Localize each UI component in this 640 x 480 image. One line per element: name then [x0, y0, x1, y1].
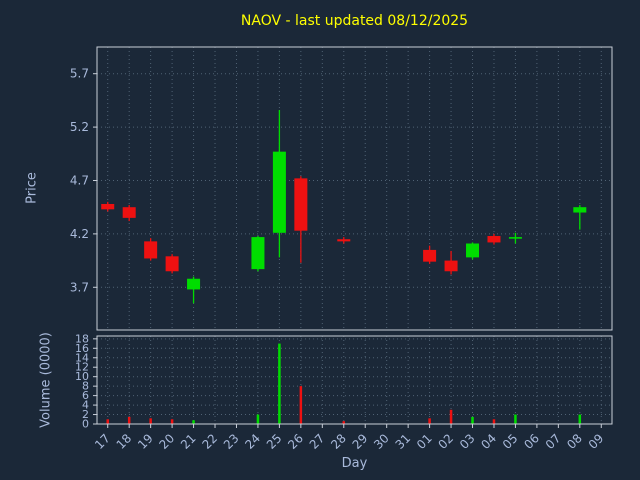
x-tick-label: 09: [586, 431, 607, 452]
x-tick-label: 23: [221, 431, 242, 452]
x-tick-label: 22: [199, 431, 220, 452]
volume-bar-21: [192, 420, 195, 424]
volume-bar-20: [170, 419, 174, 424]
candle-body-05: [508, 237, 522, 239]
volume-panel-frame: [96, 335, 613, 425]
volume-tick-label: 16: [75, 342, 89, 355]
price-tick-label: 4.7: [70, 173, 89, 187]
x-tick-label: 02: [435, 431, 456, 452]
volume-bar-24: [256, 414, 260, 424]
x-tick-label: 20: [157, 431, 178, 452]
x-tick-label: 24: [242, 431, 263, 452]
candle-body-08: [573, 207, 587, 213]
candle-body-25: [272, 151, 286, 233]
x-tick-label: 03: [457, 431, 478, 452]
volume-bar-08: [578, 414, 582, 424]
x-tick-label: 04: [478, 431, 499, 452]
x-tick-label: 01: [414, 431, 435, 452]
candle-body-26: [294, 178, 308, 231]
x-tick-label: 06: [521, 431, 542, 452]
price-tick-label: 3.7: [70, 280, 89, 294]
volume-tick-label: 18: [75, 332, 89, 345]
volume-tick-label: 4: [82, 399, 89, 412]
candle-body-28: [337, 239, 351, 242]
candle-body-18: [122, 207, 136, 218]
volume-bar-04: [492, 419, 496, 424]
volume-tick-label: 12: [75, 361, 89, 374]
candle-body-24: [251, 237, 265, 270]
candle-body-19: [144, 241, 158, 259]
x-axis-label: Day: [341, 456, 368, 471]
volume-tick-label: 10: [75, 370, 89, 383]
volume-tick-label: 8: [82, 380, 89, 393]
volume-bar-01: [428, 418, 431, 424]
x-tick-label: 07: [543, 431, 564, 452]
price-tick-label: 5.2: [70, 120, 89, 134]
volume-tick-label: 6: [82, 389, 89, 402]
x-tick-label: 29: [350, 431, 371, 452]
volume-bar-19: [149, 418, 152, 424]
x-tick-label: 21: [178, 431, 199, 452]
volume-tick-label: 14: [75, 351, 89, 364]
x-tick-label: 08: [564, 431, 585, 452]
volume-bar-25: [278, 343, 281, 424]
x-tick-label: 25: [264, 431, 285, 452]
x-tick-label: 19: [135, 431, 156, 452]
x-tick-label: 28: [328, 431, 349, 452]
candle-body-21: [187, 278, 201, 290]
price-panel-frame: [96, 46, 613, 331]
volume-bar-05: [514, 414, 517, 424]
volume-bar-17: [106, 419, 109, 424]
x-tick-label: 17: [92, 431, 113, 452]
candle-body-20: [165, 256, 179, 272]
candle-body-01: [423, 249, 437, 262]
price-tick-label: 4.2: [70, 227, 89, 241]
volume-bar-18: [127, 416, 131, 424]
volume-bar-26: [299, 386, 303, 424]
candle-body-02: [444, 260, 458, 272]
x-tick-label: 18: [114, 431, 135, 452]
candle-body-04: [487, 236, 501, 243]
x-tick-label: 05: [500, 431, 521, 452]
candle-body-17: [101, 203, 115, 210]
volume-tick-label: 2: [82, 408, 89, 421]
volume-bar-03: [471, 416, 474, 424]
x-tick-label: 26: [285, 431, 306, 452]
x-tick-label: 30: [371, 431, 392, 452]
chart-title: NAOV - last updated 08/12/2025: [240, 13, 469, 29]
x-tick-label: 27: [307, 431, 328, 452]
candle-body-03: [466, 243, 480, 258]
price-tick-label: 5.7: [70, 67, 89, 81]
volume-tick-label: 0: [82, 418, 89, 431]
x-tick-label: 31: [393, 431, 414, 452]
volume-bar-02: [449, 409, 453, 424]
volume-bar-28: [342, 421, 346, 424]
